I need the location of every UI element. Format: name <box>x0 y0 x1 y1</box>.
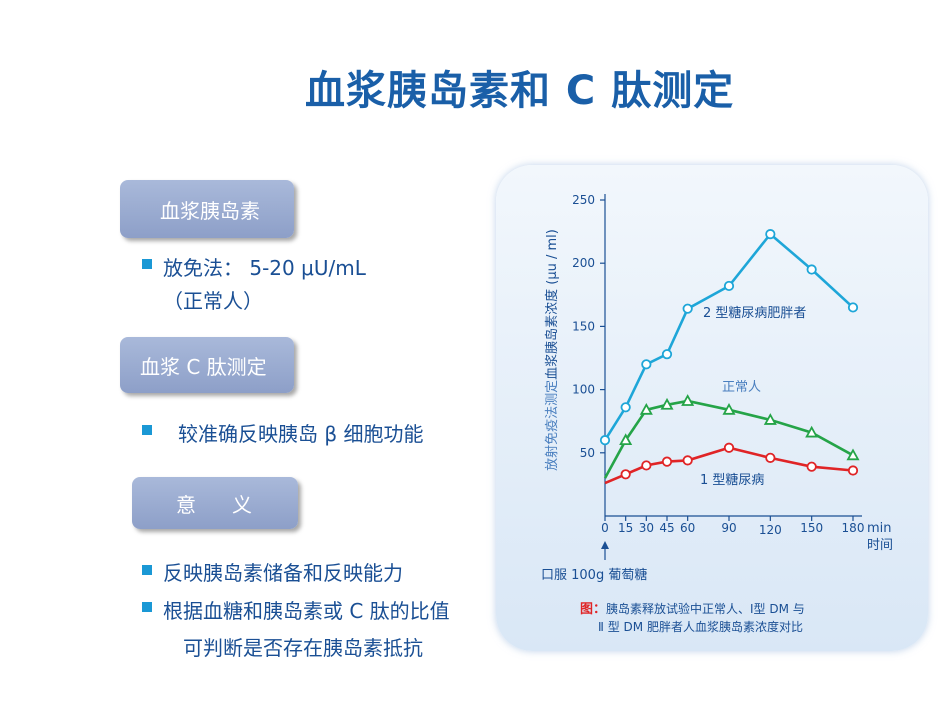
data-point <box>641 359 652 370</box>
data-point <box>765 452 776 463</box>
bullet-normal-person: （正常人） <box>163 289 263 313</box>
section-box-label: 义 <box>232 492 254 517</box>
y-tick-label: 150 <box>572 319 595 333</box>
series-label: 正常人 <box>722 380 761 395</box>
data-point <box>620 402 631 413</box>
data-point <box>620 469 631 480</box>
data-point <box>660 397 674 410</box>
x-tick-label: 60 <box>680 521 695 535</box>
bullet-beta-cell-function: 较准确反映胰岛 β 细胞功能 <box>178 422 424 446</box>
bullet-marker <box>142 565 152 575</box>
figure-panel <box>496 165 928 651</box>
chart-axes: 50 100 150 200 250 0 15 30 45 60 90 120 150 180 <box>572 193 864 537</box>
bullet-marker <box>142 425 152 435</box>
bullet-insulin-resistance: 可判断是否存在胰岛素抵抗 <box>183 636 423 660</box>
data-point <box>763 413 777 425</box>
x-tick-label: 180 <box>842 521 865 535</box>
section-box-label: 血浆 C 肽测定 <box>140 354 267 379</box>
data-point <box>682 303 693 314</box>
x-axis-unit: min <box>867 521 892 536</box>
section-box-plasma-insulin: 血浆胰岛素 <box>120 180 294 238</box>
series-label: 2 型糖尿病肥胖者 <box>703 305 806 321</box>
y-axis-label: 放射免疫法测定血浆胰岛素浓度 (μu / ml) <box>544 229 560 471</box>
x-tick-label: 45 <box>659 521 674 535</box>
data-point <box>846 448 860 461</box>
series-label: 1 型糖尿病 <box>700 472 764 488</box>
data-point <box>661 349 673 360</box>
section-box-label: 血浆胰岛素 <box>160 198 260 223</box>
figure-caption-line2: Ⅱ 型 DM 肥胖者人血浆胰岛素浓度对比 <box>598 620 803 634</box>
data-point <box>723 442 735 453</box>
data-point <box>806 264 817 275</box>
x-tick-label: 150 <box>800 521 823 535</box>
y-tick-label: 100 <box>572 383 595 397</box>
x-tick-label: 90 <box>721 521 736 535</box>
data-point <box>682 455 693 466</box>
y-axis-label-prefix: 放射免疫法测定 <box>544 380 560 471</box>
data-point <box>765 229 776 240</box>
bullet-ratio: 根据血糖和胰岛素或 C 肽的比值 <box>163 599 450 623</box>
figure-caption-line1: 图：胰岛素释放试验中正常人、Ⅰ型 DM 与 <box>580 598 805 617</box>
glucose-arrow-head <box>601 541 609 549</box>
x-tick-label: 120 <box>759 523 782 537</box>
x-tick-label: 30 <box>639 521 654 535</box>
data-point <box>661 456 673 467</box>
y-tick-label: 250 <box>572 193 595 207</box>
data-point <box>806 461 817 472</box>
section-box-label: 意 <box>176 492 198 517</box>
y-tick-label: 200 <box>572 256 595 270</box>
bullet-marker <box>142 259 152 269</box>
bullet-radioimmunoassay: 放免法： 5-20 μU/mL <box>163 256 366 280</box>
x-axis-label: 时间 <box>867 538 893 553</box>
data-point <box>681 394 695 406</box>
data-point <box>847 302 859 313</box>
data-point <box>722 402 736 415</box>
page-title: 血浆胰岛素和 C 肽测定 <box>305 68 735 114</box>
x-tick-label: 0 <box>601 521 609 535</box>
bullet-insulin-reserve: 反映胰岛素储备和反映能力 <box>163 561 403 585</box>
caption-text: 胰岛素释放试验中正常人、Ⅰ型 DM 与 <box>606 602 805 616</box>
y-tick-label: 50 <box>580 446 595 460</box>
x-tick-label: 15 <box>618 521 633 535</box>
section-box-c-peptide: 血浆 C 肽测定 <box>120 337 294 393</box>
data-point <box>723 280 735 292</box>
caption-prefix: 图： <box>580 602 607 617</box>
data-point <box>641 460 652 471</box>
data-point <box>619 433 633 446</box>
bullet-marker <box>142 602 152 612</box>
data-point <box>847 465 859 476</box>
y-axis-label-main: 血浆胰岛素浓度 (μu / ml) <box>544 229 560 380</box>
data-point <box>599 435 611 446</box>
data-point <box>639 402 653 415</box>
data-point <box>805 425 819 438</box>
glucose-arrow-label: 口服 100g 葡萄糖 <box>541 567 647 583</box>
section-box-significance: 意义 <box>132 477 298 529</box>
